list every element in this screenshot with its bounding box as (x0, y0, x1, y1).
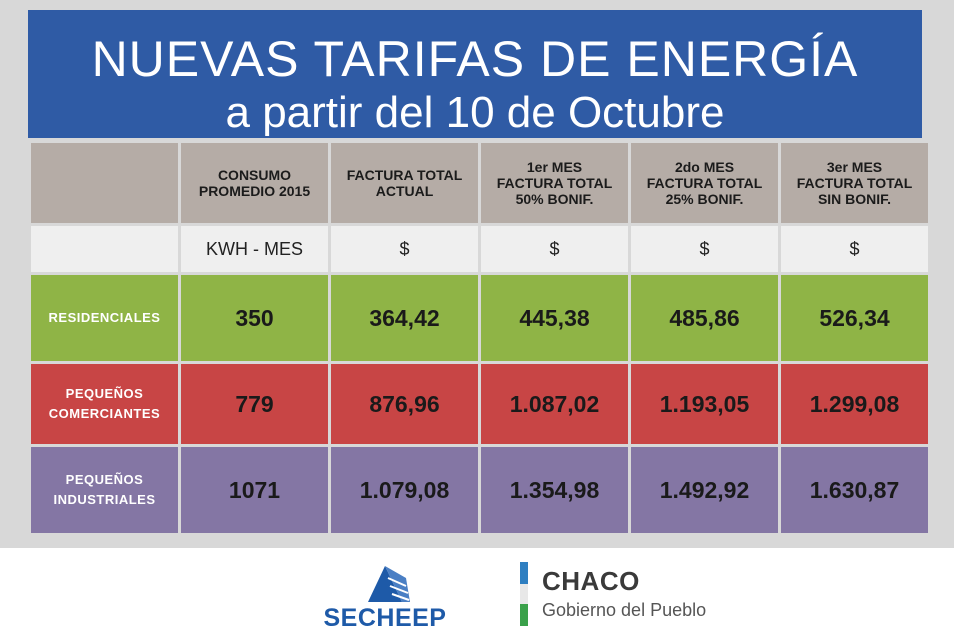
secheep-logo: SECHEEP (310, 558, 460, 634)
header-mes-3: 3er MES FACTURA TOTAL SIN BONIF. (781, 143, 928, 223)
value-mes-2: 1.193,05 (631, 364, 778, 444)
title-subtitle: a partir del 10 de Octubre (225, 88, 725, 137)
value-mes-1: 445,38 (481, 275, 628, 361)
secheep-wordmark: SECHEEP (323, 604, 447, 632)
chaco-logo: CHACO Gobierno del Pueblo (520, 560, 780, 630)
header-mes-1: 1er MES FACTURA TOTAL 50% BONIF. (481, 143, 628, 223)
header-label: FACTURA TOTAL ACTUAL (346, 167, 463, 199)
value-mes-2: 1.492,92 (631, 447, 778, 533)
value-mes-3: 1.630,87 (781, 447, 928, 533)
table-row-residenciales: RESIDENCIALES 350 364,42 445,38 485,86 5… (31, 275, 928, 361)
footer: SECHEEP CHACO Gobierno del Pueblo (0, 548, 954, 638)
table-row-comerciantes: PEQUEÑOS COMERCIANTES 779 876,96 1.087,0… (31, 364, 928, 444)
row-label: PEQUEÑOS COMERCIANTES (31, 364, 178, 444)
header-label: CONSUMO PROMEDIO 2015 (198, 167, 311, 199)
value-mes-1: 1.087,02 (481, 364, 628, 444)
value-mes-3: 526,34 (781, 275, 928, 361)
value-mes-3: 1.299,08 (781, 364, 928, 444)
unit-currency: $ (331, 226, 478, 272)
value-factura-actual: 364,42 (331, 275, 478, 361)
header-mes-2: 2do MES FACTURA TOTAL 25% BONIF. (631, 143, 778, 223)
unit-currency: $ (781, 226, 928, 272)
row-label-text: PEQUEÑOS INDUSTRIALES (53, 472, 156, 507)
title-banner: NUEVAS TARIFAS DE ENERGÍA a partir del 1… (28, 10, 922, 138)
value-factura-actual: 1.079,08 (331, 447, 478, 533)
header-label: 2do MES FACTURA TOTAL 25% BONIF. (646, 159, 763, 207)
row-label: PEQUEÑOS INDUSTRIALES (31, 447, 178, 533)
value-consumo: 1071 (181, 447, 328, 533)
chaco-name: CHACO (542, 566, 640, 596)
title-main: NUEVAS TARIFAS DE ENERGÍA (91, 31, 859, 87)
unit-currency: $ (481, 226, 628, 272)
units-row: KWH - MES $ $ $ $ (31, 226, 928, 272)
value-consumo: 779 (181, 364, 328, 444)
secheep-roof-icon (368, 566, 410, 602)
header-consumo: CONSUMO PROMEDIO 2015 (181, 143, 328, 223)
header-label: 3er MES FACTURA TOTAL SIN BONIF. (796, 159, 913, 207)
chaco-subtitle: Gobierno del Pueblo (542, 600, 707, 620)
value-factura-actual: 876,96 (331, 364, 478, 444)
row-label: RESIDENCIALES (31, 275, 178, 361)
row-label-text: RESIDENCIALES (48, 310, 161, 325)
tariff-table: CONSUMO PROMEDIO 2015 FACTURA TOTAL ACTU… (28, 140, 931, 536)
units-cell-empty (31, 226, 178, 272)
chaco-flag-bar-icon (520, 562, 528, 626)
header-factura-actual: FACTURA TOTAL ACTUAL (331, 143, 478, 223)
infographic-frame: NUEVAS TARIFAS DE ENERGÍA a partir del 1… (28, 10, 931, 536)
header-label: 1er MES FACTURA TOTAL 50% BONIF. (496, 159, 613, 207)
table-row-industriales: PEQUEÑOS INDUSTRIALES 1071 1.079,08 1.35… (31, 447, 928, 533)
header-row: CONSUMO PROMEDIO 2015 FACTURA TOTAL ACTU… (31, 143, 928, 223)
value-consumo: 350 (181, 275, 328, 361)
row-label-text: PEQUEÑOS COMERCIANTES (48, 386, 161, 421)
header-cell-empty (31, 143, 178, 223)
value-mes-1: 1.354,98 (481, 447, 628, 533)
unit-kwh: KWH - MES (181, 226, 328, 272)
value-mes-2: 485,86 (631, 275, 778, 361)
unit-currency: $ (631, 226, 778, 272)
